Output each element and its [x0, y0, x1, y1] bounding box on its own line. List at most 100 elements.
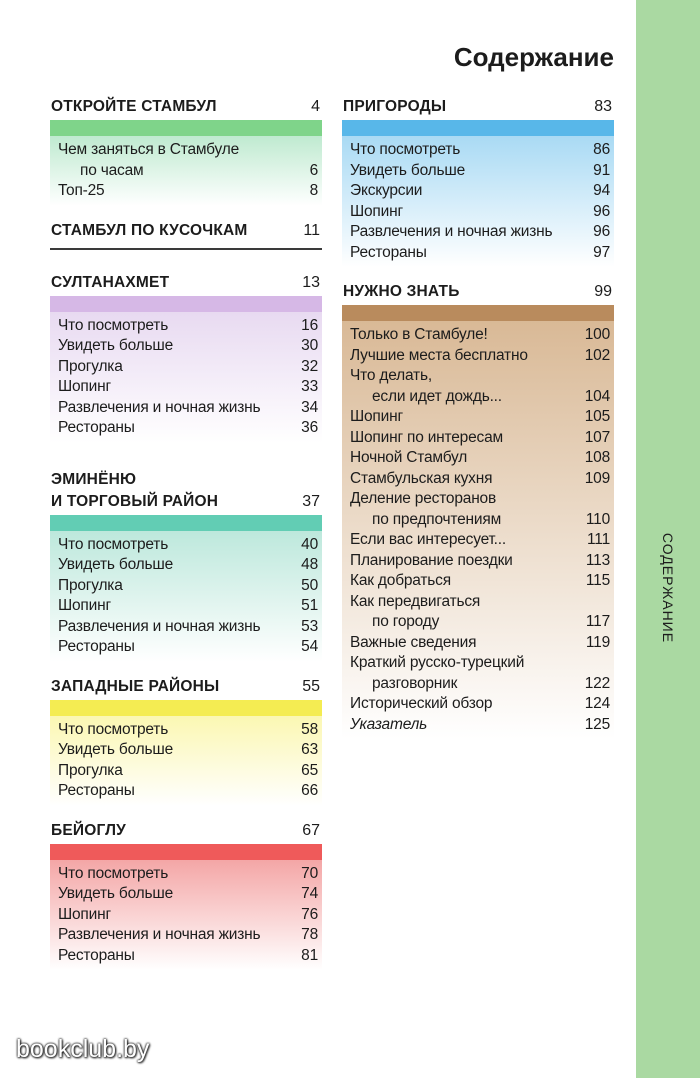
- toc-entry[interactable]: Что посмотреть 40: [58, 535, 318, 556]
- entry-page: 86: [593, 141, 610, 158]
- toc-entry[interactable]: Увидеть больше 91: [350, 161, 610, 182]
- entry-label: Прогулка: [58, 761, 123, 779]
- section-header[interactable]: СУЛТАНАХМЕТ 13: [50, 272, 322, 296]
- section-color-bar: [50, 120, 322, 136]
- toc-entry[interactable]: Шопинг 76: [58, 905, 318, 926]
- entry-page: 48: [301, 556, 318, 573]
- toc-entry[interactable]: Краткий русско-турецкий разговорник 122: [350, 653, 610, 694]
- toc-entry[interactable]: Если вас интересует... 111: [350, 530, 610, 551]
- toc-entry[interactable]: Рестораны 97: [350, 243, 610, 264]
- toc-entry[interactable]: Шопинг 51: [58, 596, 318, 617]
- section-items: Что посмотреть 86 Увидеть больше 91 Экскур…: [342, 136, 614, 267]
- toc-entry[interactable]: Шопинг 96: [350, 202, 610, 223]
- toc-entry[interactable]: Увидеть больше 74: [58, 884, 318, 905]
- toc-entry[interactable]: Прогулка 50: [58, 576, 318, 597]
- entry-label: Рестораны: [350, 243, 427, 261]
- toc-entry[interactable]: Рестораны 66: [58, 781, 318, 802]
- section-title: ЭМИНЁНЮ И ТОРГОВЫЙ РАЙОН: [51, 470, 219, 510]
- toc-entry[interactable]: Как добраться 115: [350, 571, 610, 592]
- entry-label: Рестораны: [58, 946, 135, 964]
- entry-label: Прогулка: [58, 357, 123, 375]
- section-header[interactable]: НУЖНО ЗНАТЬ 99: [342, 281, 614, 305]
- section-page: 11: [303, 221, 320, 239]
- toc-entry[interactable]: Рестораны 54: [58, 637, 318, 658]
- entry-page: 115: [585, 572, 610, 589]
- toc-entry[interactable]: Прогулка 65: [58, 761, 318, 782]
- section-header[interactable]: БЕЙОГЛУ 67: [50, 820, 322, 844]
- toc-entry[interactable]: Развлечения и ночная жизнь 96: [350, 222, 610, 243]
- entry-page: 96: [593, 223, 610, 240]
- entry-label: Топ-25: [58, 182, 105, 199]
- entry-label: Шопинг: [58, 597, 111, 614]
- entry-page: 51: [301, 597, 318, 614]
- entry-page: 91: [593, 161, 610, 179]
- entry-page: 40: [301, 535, 318, 553]
- toc-entry-index[interactable]: Указатель 125: [350, 715, 610, 736]
- toc-entry[interactable]: Рестораны 36: [58, 418, 318, 439]
- entry-label: Шопинг: [350, 202, 403, 220]
- section-page: 55: [302, 677, 320, 695]
- section-title: НУЖНО ЗНАТЬ: [343, 283, 460, 300]
- entry-page: 108: [584, 449, 610, 466]
- entry-label: Что посмотреть: [58, 720, 169, 738]
- entry-page: 32: [301, 357, 318, 375]
- entry-label: Что посмотреть: [350, 141, 461, 158]
- section-header[interactable]: ЭМИНЁНЮ И ТОРГОВЫЙ РАЙОН 37: [50, 469, 322, 515]
- toc-entry[interactable]: Лучшие места бесплатно 102: [350, 346, 610, 367]
- toc-entry[interactable]: Шопинг 33: [58, 377, 318, 398]
- entry-label: Рестораны: [58, 782, 135, 799]
- entry-page: 111: [587, 531, 610, 548]
- toc-entry[interactable]: Увидеть больше 63: [58, 740, 318, 761]
- section-header[interactable]: ОТКРОЙТЕ СТАМБУЛ 4: [50, 96, 322, 120]
- toc-entry[interactable]: Ночной Стамбул 108: [350, 448, 610, 469]
- toc-entry[interactable]: Увидеть больше 30: [58, 336, 318, 357]
- toc-entry[interactable]: Чем заняться в Стамбуле по часам 6: [58, 140, 318, 181]
- toc-entry[interactable]: Развлечения и ночная жизнь 78: [58, 925, 318, 946]
- side-tab-label: СОДЕРЖАНИЕ: [660, 532, 676, 644]
- section-header[interactable]: СТАМБУЛ ПО КУСОЧКАМ 11: [50, 220, 322, 244]
- entry-label: Развлечения и ночная жизнь: [58, 926, 261, 943]
- entry-label: Увидеть больше: [58, 741, 174, 758]
- toc-entry[interactable]: Увидеть больше 48: [58, 555, 318, 576]
- toc-entry[interactable]: Что посмотреть 86: [350, 140, 610, 161]
- section-title: СУЛТАНАХМЕТ: [51, 273, 170, 291]
- entry-label: Лучшие места бесплатно: [350, 346, 528, 364]
- toc-right-column: ПРИГОРОДЫ 83 Что посмотреть 86 Увидеть бо…: [342, 96, 614, 753]
- toc-entry[interactable]: Шопинг по интересам 107: [350, 428, 610, 449]
- toc-entry[interactable]: Важные сведения 119: [350, 633, 610, 654]
- toc-entry[interactable]: Шопинг 105: [350, 407, 610, 428]
- section-items: Только в Стамбуле! 100 Лучшие места беспл…: [342, 321, 614, 739]
- entry-label: Развлечения и ночная жизнь: [58, 617, 261, 635]
- toc-entry[interactable]: Топ-25 8: [58, 181, 318, 202]
- entry-page: 109: [584, 469, 610, 487]
- toc-entry[interactable]: Что посмотреть 16: [58, 316, 318, 337]
- section-color-bar: [342, 305, 614, 321]
- entry-label: Что посмотреть: [58, 864, 169, 882]
- entry-label: Что посмотреть: [58, 535, 169, 553]
- toc-entry[interactable]: Экскурсии 94: [350, 181, 610, 202]
- entry-label: Стамбульская кухня: [350, 469, 493, 487]
- toc-entry[interactable]: Деление ресторанов по предпочтениям 110: [350, 489, 610, 530]
- toc-entry[interactable]: Развлечения и ночная жизнь 53: [58, 617, 318, 638]
- toc-entry[interactable]: Как передвигаться по городу 117: [350, 592, 610, 633]
- toc-entry[interactable]: Рестораны 81: [58, 946, 318, 967]
- toc-entry[interactable]: Прогулка 32: [58, 357, 318, 378]
- toc-entry[interactable]: Что посмотреть 70: [58, 864, 318, 885]
- toc-entry[interactable]: Исторический обзор 124: [350, 694, 610, 715]
- entry-label: Экскурсии: [350, 182, 423, 199]
- toc-entry[interactable]: Развлечения и ночная жизнь 34: [58, 398, 318, 419]
- section-header[interactable]: ЗАПАДНЫЕ РАЙОНЫ 55: [50, 676, 322, 700]
- entry-page: 66: [301, 782, 318, 799]
- section-header[interactable]: ПРИГОРОДЫ 83: [342, 96, 614, 120]
- section-title: БЕЙОГЛУ: [51, 821, 126, 839]
- toc-entry[interactable]: Что делать, если идет дождь... 104: [350, 366, 610, 407]
- toc-entry[interactable]: Стамбульская кухня 109: [350, 469, 610, 490]
- section-page: 99: [594, 283, 612, 300]
- entry-label-continued: если идет дождь...: [372, 387, 502, 405]
- entry-page: 96: [593, 202, 610, 220]
- toc-entry[interactable]: Только в Стамбуле! 100: [350, 325, 610, 346]
- entry-page: 50: [301, 576, 318, 594]
- toc-entry[interactable]: Что посмотреть 58: [58, 720, 318, 741]
- toc-entry[interactable]: Планирование поездки 113: [350, 551, 610, 572]
- entry-page: 65: [301, 761, 318, 779]
